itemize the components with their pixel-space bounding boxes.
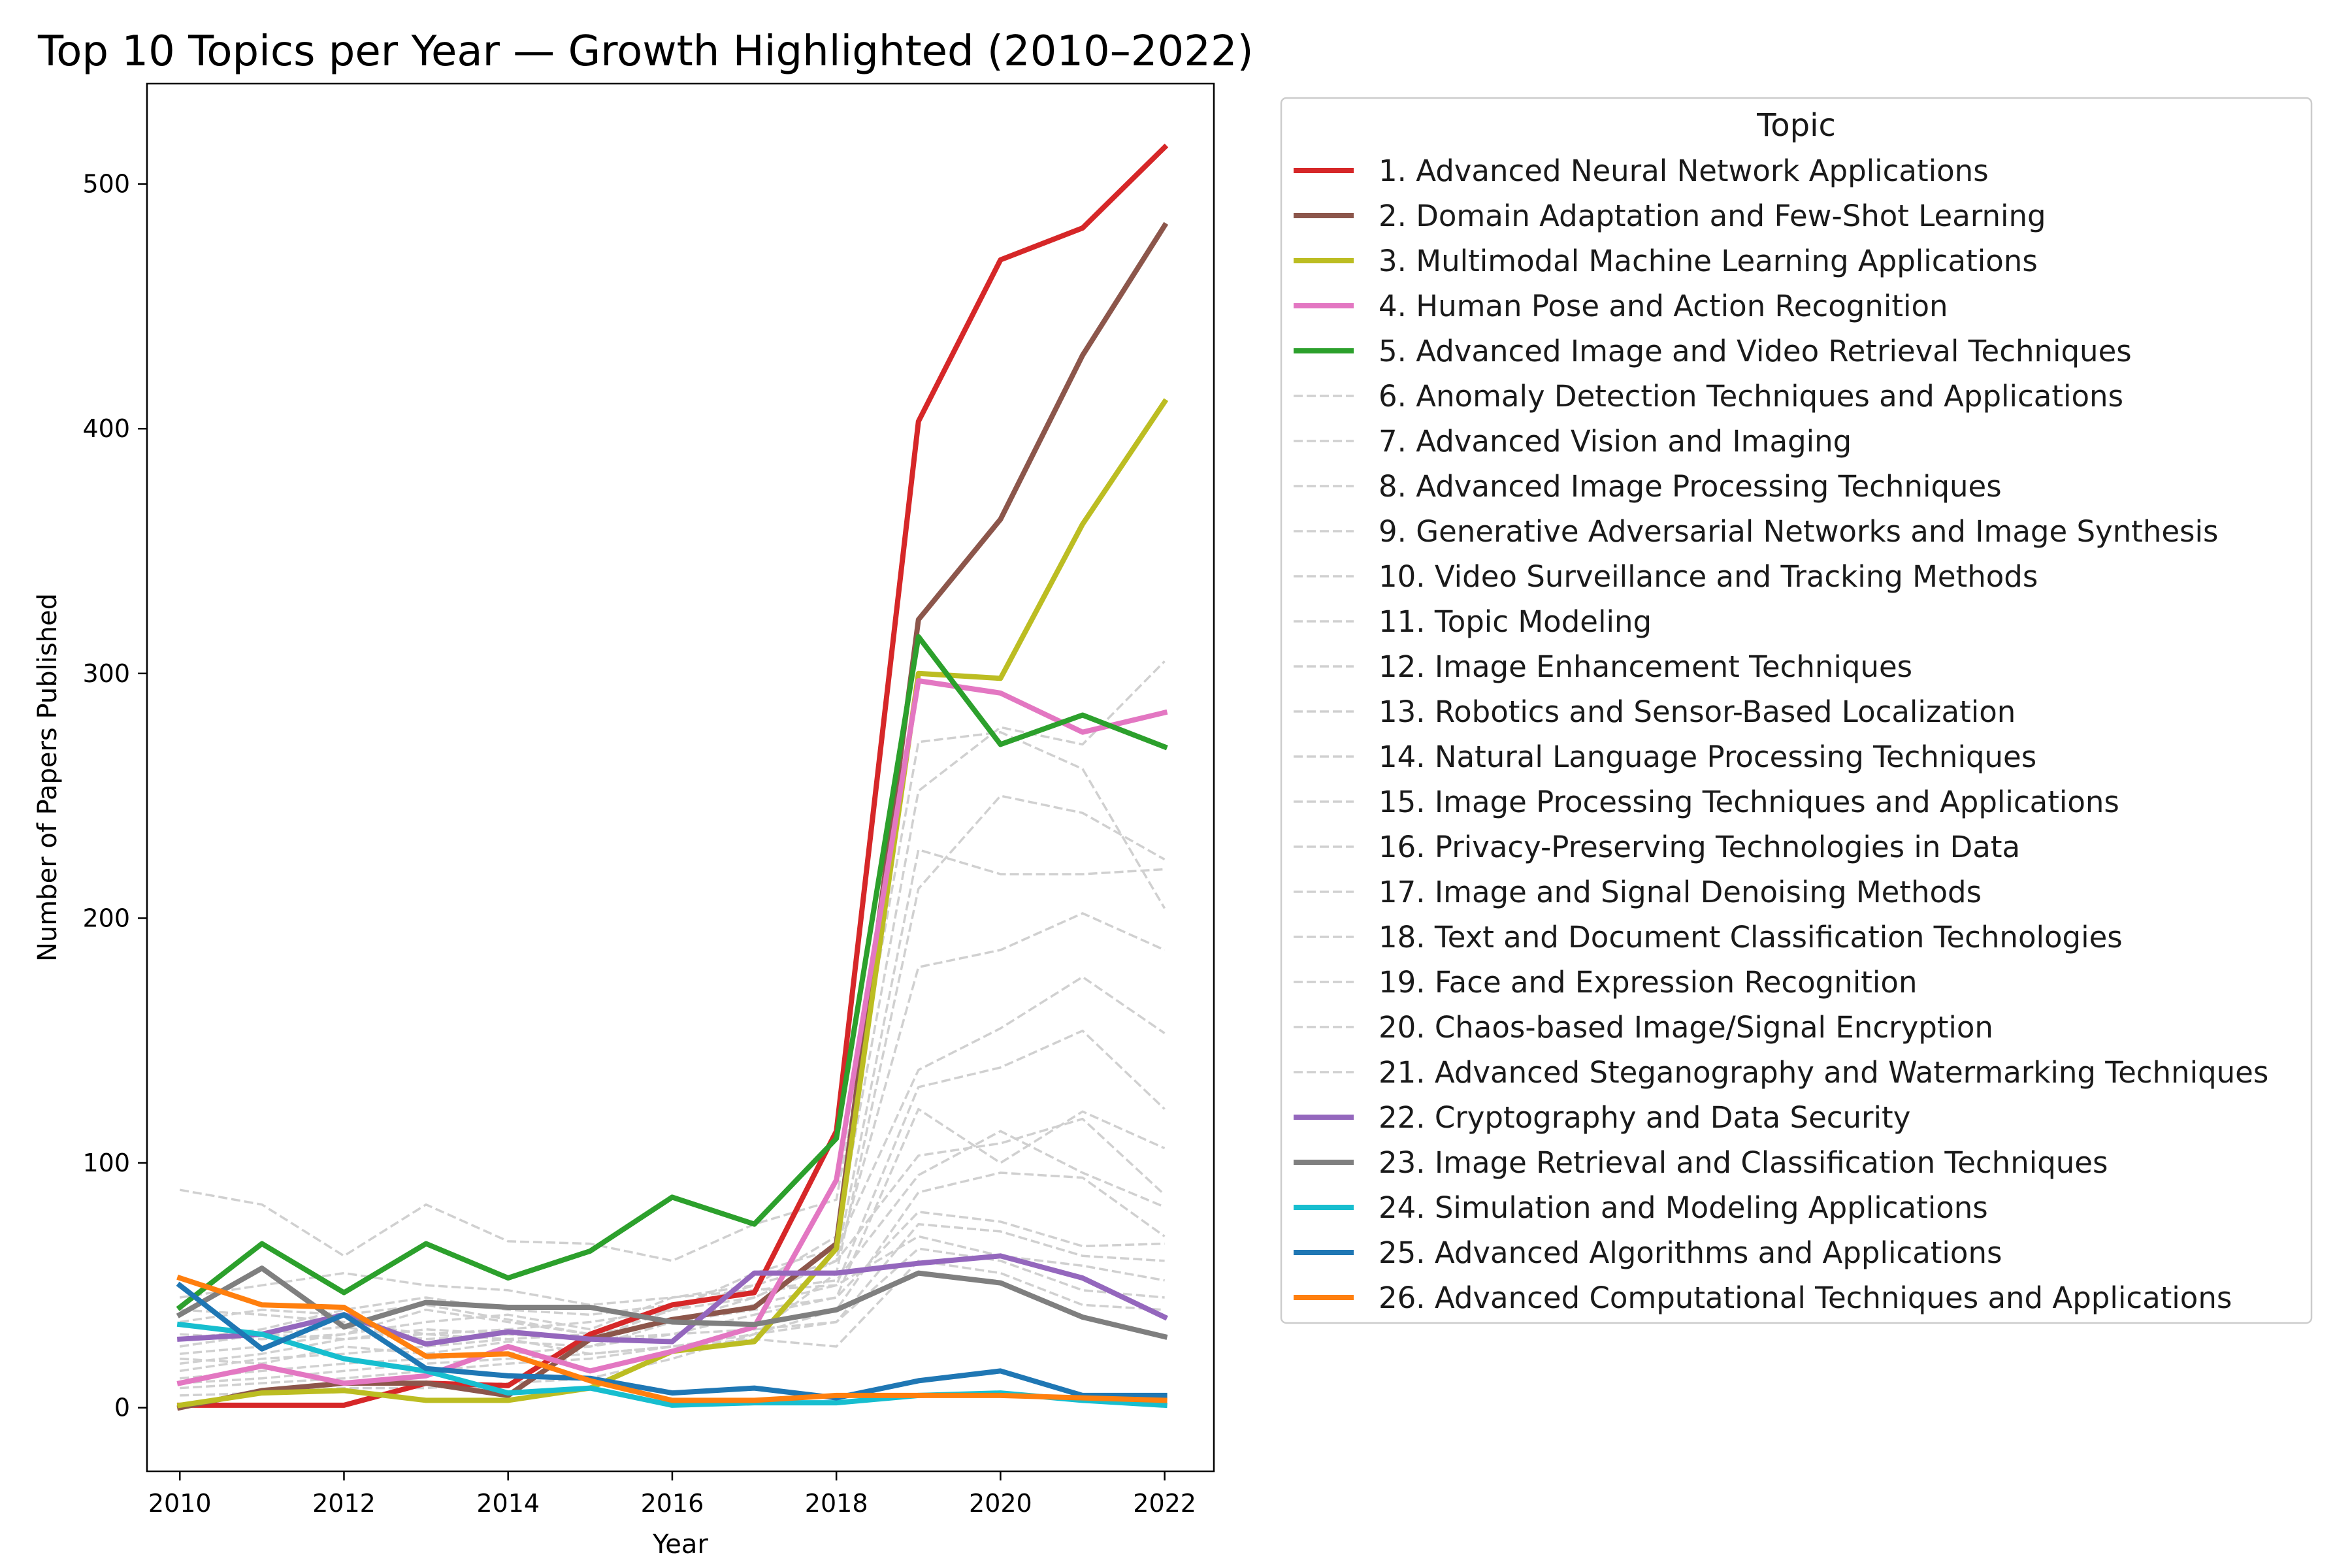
series-line-background-11 [180,1171,1166,1390]
legend-label: 26. Advanced Computational Techniques an… [1379,1281,2232,1315]
legend-label: 16. Privacy-Preserving Technologies in D… [1379,830,2020,864]
legend-label: 6. Anomaly Detection Techniques and Appl… [1379,379,2123,414]
legend-label: 17. Image and Signal Denoising Methods [1379,875,1982,909]
legend-label: 21. Advanced Steganography and Watermark… [1379,1055,2268,1090]
series-line-highlight-7 [176,1266,1168,1340]
series-line-background-15 [179,1247,1165,1348]
series-line-highlight-3 [176,398,1169,1409]
legend-label: 7. Advanced Vision and Imaging [1379,424,1852,459]
y-axis-label: Number of Papers Published [33,593,63,962]
legend-label: 22. Cryptography and Data Security [1379,1100,1910,1135]
y-tick-label: 0 [114,1394,130,1422]
legend-label: 18. Text and Document Classification Tec… [1379,920,2123,955]
legend-label: 19. Face and Expression Recognition [1379,965,1917,1000]
y-tick-label: 200 [82,904,130,932]
legend-label: 13. Robotics and Sensor-Based Localizati… [1379,694,2016,729]
x-tick-label: 2016 [641,1489,704,1518]
series-line-background-7 [179,1029,1166,1373]
legend-label: 8. Advanced Image Processing Techniques [1379,469,2002,504]
legend-label: 14. Natural Language Processing Techniqu… [1379,740,2036,774]
x-tick-label: 2012 [312,1489,376,1518]
series-line-highlight-5 [176,634,1168,1311]
plot-frame [146,82,1215,1473]
legend-items: 1. Advanced Neural Network Applications 2… [1294,154,2268,1315]
legend-label: 23. Image Retrieval and Classification T… [1379,1145,2108,1180]
series-line-background-2 [180,660,1166,1341]
x-tick-label: 2022 [1133,1489,1196,1518]
legend-label: 20. Chaos-based Image/Signal Encryption [1379,1010,1993,1045]
series-line-highlight-6 [176,1253,1168,1347]
series-line-background-8 [180,1107,1166,1380]
series-line-background-6 [179,975,1166,1365]
legend-label: 11. Topic Modeling [1379,604,1652,639]
series-line-highlight-1 [177,143,1169,1408]
series-line-highlight-10 [176,1275,1168,1403]
x-axis-ticks: 2010 2012 2014 2016 2018 2020 2022 [148,1471,1196,1518]
legend-title: Topic [1756,107,1836,144]
series-line-highlight-4 [176,678,1168,1386]
y-tick-label: 100 [82,1149,130,1177]
plot-lines [176,143,1169,1411]
chart-title: Top 10 Topics per Year — Growth Highligh… [37,27,1254,76]
legend-label: 15. Image Processing Techniques and Appl… [1379,785,2119,819]
x-tick-label: 2018 [805,1489,868,1518]
legend-label: 25. Advanced Algorithms and Applications [1379,1235,2002,1270]
legend-label: 10. Video Surveillance and Tracking Meth… [1379,559,2038,594]
legend-label: 24. Simulation and Modeling Applications [1379,1190,1988,1225]
legend-label: 4. Human Pose and Action Recognition [1379,289,1948,323]
series-line-highlight-2 [176,221,1169,1411]
y-axis-ticks: 0 100 200 300 400 500 [82,170,147,1422]
series-line-highlight-9 [176,1281,1168,1401]
legend-label: 5. Advanced Image and Video Retrieval Te… [1379,334,2132,368]
legend-label: 12. Image Enhancement Techniques [1379,649,1912,684]
series-line-background-1 [179,730,1166,1262]
legend-label: 2. Domain Adaptation and Few-Shot Learni… [1379,199,2046,233]
x-tick-label: 2010 [148,1489,212,1518]
x-tick-label: 2020 [969,1489,1032,1518]
y-tick-label: 500 [82,170,130,199]
legend-label: 1. Advanced Neural Network Applications [1379,154,1989,188]
legend-label: 9. Generative Adversarial Networks and I… [1379,514,2218,549]
series-line-background-3 [180,848,1165,1365]
x-axis-label: Year [652,1529,708,1560]
legend-label: 3. Multimodal Machine Learning Applicati… [1379,244,2038,278]
legend: Topic 1. Advanced Neural Network Applica… [1280,97,2313,1324]
y-tick-label: 400 [82,414,130,443]
series-line-background-16 [180,1260,1165,1355]
x-tick-label: 2014 [476,1489,540,1518]
series-line-background-13 [180,1222,1165,1384]
y-tick-label: 300 [82,659,130,688]
legend-box [1280,97,2313,1324]
